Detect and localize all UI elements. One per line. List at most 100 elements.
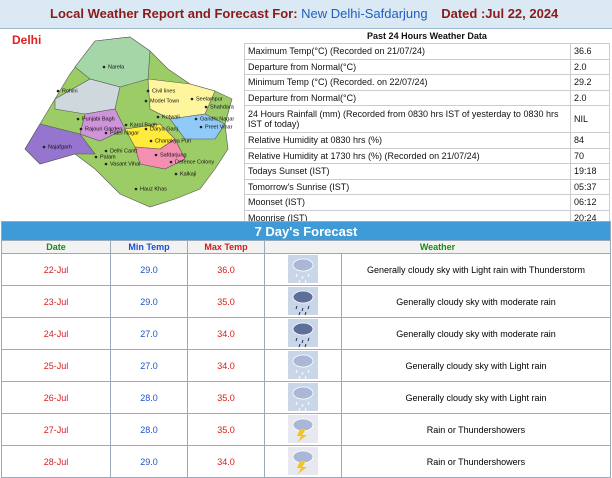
weather-description: Generally cloudy sky with moderate rain [341,285,611,318]
forecast-date: 27-Jul [1,413,111,446]
map-label: Civil lines [152,88,175,94]
weather-description: Generally cloudy sky with Light rain [341,381,611,414]
map-dot [199,125,203,129]
map-title: Delhi [12,33,41,47]
min-temp: 27.0 [110,317,188,350]
min-temp: 29.0 [110,285,188,318]
max-temp: 35.0 [187,413,265,446]
data-row: Relative Humidity at 1730 hrs (%) (Recor… [244,147,610,164]
map-label: Defence Colony [175,159,214,165]
forecast-row: 26-Jul 28.0 35.0 Generally cloudy sky with … [1,381,611,414]
map-label: Vasant Vihar [110,161,141,167]
min-temp: 29.0 [110,253,188,286]
rain-drop [304,375,307,379]
data-row: Departure from Normal(°C) 2.0 [244,89,610,106]
weather-description: Rain or Thundershowers [341,413,611,446]
map-label: Gandhi Nagar [200,116,234,122]
data-value: 05:37 [570,178,610,195]
rain-drop [295,273,298,277]
map-label: Kotwali [162,114,180,120]
rain-drop [307,337,310,341]
data-row: Moonset (IST) 06:12 [244,194,610,211]
bolt [297,428,307,442]
map-dot [190,97,194,101]
map-label: Patel Nagar [110,130,139,136]
rain-drop [301,307,304,311]
data-value: 70 [570,147,610,164]
district-map: Delhi Narela Rohini Civil lines Model Town S… [12,33,235,208]
map-label: Preet Vihar [205,124,233,130]
map-label: Shahdara [210,104,235,110]
data-label: Departure from Normal(°C) [244,89,571,106]
max-temp: 34.0 [187,445,265,478]
icon-cell [264,285,342,318]
data-label: Moonset (IST) [244,194,571,211]
map-label: Narela [108,64,125,70]
rain-drop [307,369,310,373]
forecast-date: 28-Jul [1,445,111,478]
map-region [169,113,226,140]
forecast-row: 23-Jul 29.0 35.0 Generally cloudy sky with … [1,285,611,318]
rain-drop [307,401,310,405]
cloud [292,258,314,271]
icon-cell [264,413,342,446]
rain-drop [298,279,301,283]
forecast-row: 27-Jul 28.0 35.0 Rain or Thundershowers [1,413,611,446]
max-temp: 35.0 [187,285,265,318]
map-label: Delhi Cantt [110,148,138,154]
map-region [74,36,151,88]
data-label: Relative Humidity at 1730 hrs (%) (Recor… [244,147,571,164]
map-label: Kalkaji [180,171,196,177]
min-temp: 28.0 [110,381,188,414]
rain-drop [307,273,310,277]
rain-drop [304,311,307,315]
map-dot [149,139,153,143]
cloud [292,290,314,303]
min-temp: 27.0 [110,349,188,382]
cloud [292,322,314,335]
weather-icon [288,286,318,315]
map-label: Punjabi Bagh [82,116,115,122]
map-region [134,138,186,170]
rain-drop [304,407,307,411]
map-dot [156,115,160,119]
map-dot [146,89,150,93]
map-label: Model Town [150,98,179,104]
forecast-date: 25-Jul [1,349,111,382]
map-label: Najafgarh [48,144,72,150]
cloud [292,386,314,399]
map-dot [104,149,108,153]
forecast-date: 24-Jul [1,317,111,350]
forecast-row: 28-Jul 29.0 34.0 Rain or Thundershowers [1,445,611,478]
column-header: Date [1,240,111,254]
rain-drop [298,407,301,411]
rain-drop [304,279,307,283]
data-row: Todays Sunset (IST) 19:18 [244,163,610,180]
forecast-title: 7 Day's Forecast [1,221,611,241]
rain-drop [301,371,304,375]
forecast-date: 23-Jul [1,285,111,318]
map-dot [76,117,80,121]
weather-icon [288,350,318,379]
data-value: 2.0 [570,58,610,75]
rain-drop [295,305,298,309]
map-dot [134,187,138,191]
map-dot [94,155,98,159]
column-header: Weather [264,240,611,254]
data-value: 29.2 [570,74,610,91]
max-temp: 34.0 [187,349,265,382]
data-label: Relative Humidity at 0830 hrs (%) [244,132,571,149]
map-label: Seelampur [196,96,223,102]
station-name: New Delhi-Safdarjung [301,6,428,21]
map-region [24,123,96,165]
past-24h-title: Past 24 Hours Weather Data [367,31,487,41]
max-temp: 36.0 [187,253,265,286]
rain-drop [304,343,307,347]
data-label: Todays Sunset (IST) [244,163,571,180]
rain-drop [307,305,310,309]
column-header: Min Temp [110,240,188,254]
icon-cell [264,445,342,478]
data-label: Maximum Temp(°C) (Recorded on 21/07/24) [244,43,571,60]
map-dot [42,145,46,149]
forecast-row: 25-Jul 27.0 34.0 Generally cloudy sky with … [1,349,611,382]
